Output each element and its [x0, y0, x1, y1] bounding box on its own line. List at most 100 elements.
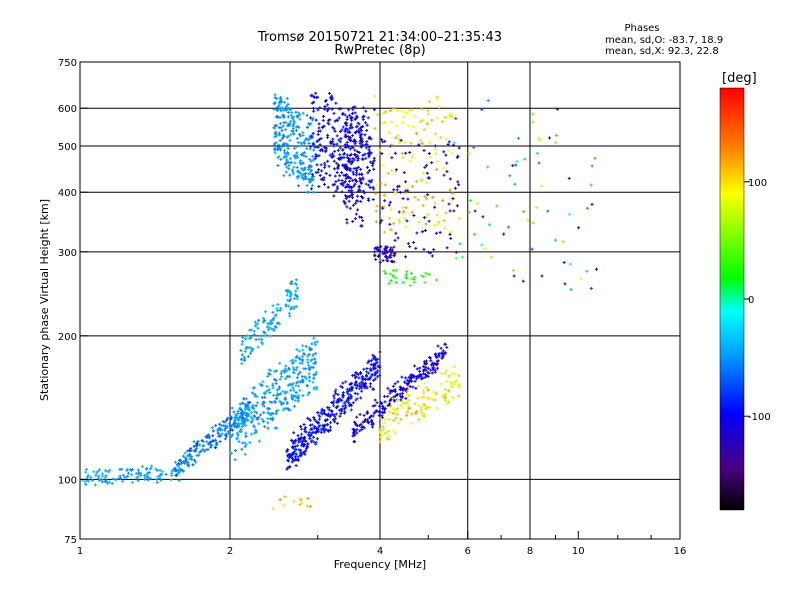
data-point [251, 403, 255, 407]
data-point [314, 372, 318, 376]
data-point [295, 286, 299, 290]
data-point [257, 337, 261, 341]
data-point [186, 449, 190, 453]
data-point [260, 383, 264, 387]
data-point [285, 374, 289, 378]
data-point [181, 469, 185, 473]
scatter-points [80, 91, 598, 511]
data-point [136, 479, 140, 483]
data-point [255, 416, 259, 420]
data-point [271, 386, 275, 390]
data-point [313, 340, 317, 344]
data-point [207, 436, 211, 440]
data-point [253, 320, 257, 324]
data-point [297, 349, 301, 353]
data-point [206, 442, 210, 446]
data-point [302, 352, 306, 356]
data-point [103, 475, 107, 479]
data-point [263, 392, 267, 396]
data-point [248, 441, 252, 445]
data-point [270, 400, 274, 404]
data-point [139, 473, 143, 477]
data-point [312, 373, 316, 377]
data-point [284, 303, 288, 307]
data-point [267, 412, 271, 416]
data-point [286, 298, 290, 302]
data-point [279, 392, 283, 396]
data-point [297, 384, 301, 388]
data-point [211, 439, 215, 443]
data-point [196, 439, 200, 443]
data-point [192, 449, 196, 453]
data-point [254, 338, 258, 342]
data-point [292, 404, 296, 408]
data-point [158, 477, 162, 481]
data-point [177, 479, 181, 483]
data-point [278, 308, 282, 312]
data-point [285, 390, 289, 394]
data-point [271, 382, 275, 386]
data-point [265, 384, 269, 388]
data-point [266, 374, 270, 378]
data-point [307, 391, 311, 395]
data-point [300, 354, 304, 358]
data-point [241, 441, 245, 445]
data-point [155, 477, 159, 481]
data-point [307, 366, 311, 370]
data-point [239, 430, 243, 434]
data-point [285, 402, 289, 406]
data-point [106, 481, 110, 485]
data-point [314, 360, 318, 364]
data-point [249, 411, 253, 415]
data-point [241, 425, 245, 429]
data-point [284, 377, 288, 381]
data-point [224, 426, 228, 430]
data-point [262, 419, 266, 423]
data-point [90, 478, 94, 482]
data-point [244, 443, 248, 447]
data-point [296, 399, 300, 403]
data-point [271, 318, 275, 322]
data-point [280, 402, 284, 406]
data-point [310, 342, 314, 346]
data-point [271, 304, 275, 308]
data-point [114, 478, 118, 482]
data-point [336, 393, 340, 397]
data-point [121, 473, 125, 477]
data-point [161, 470, 165, 474]
data-point [294, 368, 298, 372]
data-point [272, 393, 276, 397]
data-point [223, 420, 227, 424]
data-point [145, 466, 149, 470]
data-point [206, 433, 210, 437]
data-point [95, 471, 99, 475]
data-point [211, 426, 215, 430]
data-point [264, 310, 268, 314]
data-point [284, 364, 288, 368]
data-point [240, 362, 244, 366]
data-point [280, 375, 284, 379]
data-point [243, 411, 247, 415]
data-point [310, 347, 314, 351]
data-point [308, 379, 312, 383]
data-point [287, 366, 291, 370]
data-point [199, 449, 203, 453]
data-point [264, 333, 268, 337]
data-point [130, 480, 134, 484]
data-point [248, 345, 252, 349]
data-point [211, 429, 215, 433]
data-point [243, 406, 247, 410]
data-point [147, 470, 151, 474]
data-point [240, 447, 244, 451]
data-point [228, 450, 232, 454]
data-point [241, 418, 245, 422]
data-point [98, 479, 102, 483]
data-point [217, 434, 221, 438]
data-point [239, 414, 243, 418]
data-point [266, 421, 270, 425]
data-point [248, 328, 252, 332]
data-point [195, 446, 199, 450]
data-point [108, 468, 112, 472]
data-point [294, 391, 298, 395]
data-point [254, 428, 258, 432]
